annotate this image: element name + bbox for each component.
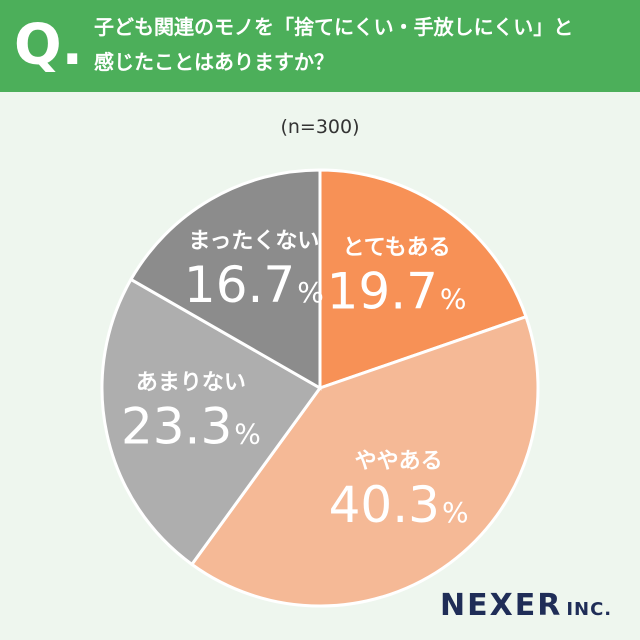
slice-label-not-much: あまりない [136, 371, 246, 396]
nexer-logo: NEXER INC. [440, 588, 630, 628]
slice-value-not-much: 23.3% [121, 398, 261, 456]
slice-label-somewhat: ややある [355, 449, 443, 474]
pie-slice-somewhat [189, 314, 540, 608]
logo-suffix: INC. [566, 599, 613, 620]
slice-value-not-at-all: 16.7% [184, 256, 324, 314]
slice-value-somewhat: 40.3% [329, 476, 469, 534]
slice-label-very: とてもある [342, 235, 450, 260]
logo-main: NEXER [440, 588, 563, 623]
slice-value-very: 19.7% [327, 262, 467, 320]
question-line-1: 子ども関連のモノを「捨てにくい・手放しにくい」と [94, 15, 574, 39]
question-header: Q. 子ども関連のモノを「捨てにくい・手放しにくい」と 感じたことはありますか？ [0, 0, 640, 92]
slice-label-not-at-all: まったくない [188, 229, 319, 254]
sample-size-label: (n=300) [280, 116, 360, 138]
pie-slice-not-much [100, 277, 323, 567]
question-line-2: 感じたことはありますか？ [94, 50, 334, 74]
question-mark: Q. [14, 13, 83, 78]
question-text: 子ども関連のモノを「捨てにくい・手放しにくい」と 感じたことはありますか？ [94, 10, 634, 80]
pie-slice-not-at-all [128, 168, 322, 391]
